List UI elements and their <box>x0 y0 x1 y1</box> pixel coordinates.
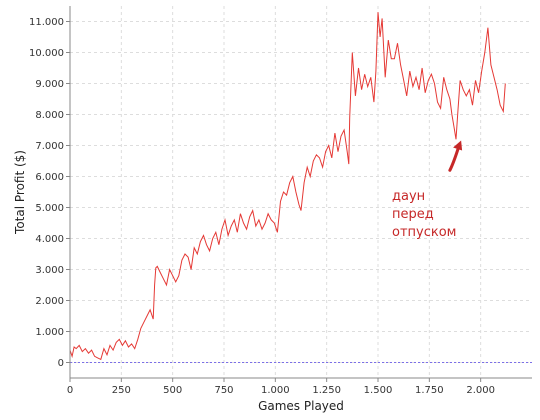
y-tick-label: 7.000 <box>35 141 64 152</box>
x-tick-label: 0 <box>67 385 73 396</box>
x-tick-label: 1.000 <box>261 385 290 396</box>
x-axis-ticks: 0 250 500 750 1.000 1.250 1.500 1.750 2.000 <box>67 378 495 396</box>
y-tick-label: 8.000 <box>35 110 64 121</box>
y-tick-label: 9.000 <box>35 79 64 90</box>
y-axis-ticks: 0 1.000 2.000 3.000 4.000 5.000 6.000 7.000 8.00… <box>29 17 70 369</box>
x-tick-label: 2.000 <box>466 385 495 396</box>
y-tick-label: 11.000 <box>29 17 64 28</box>
x-tick-label: 500 <box>163 385 182 396</box>
grid-lines <box>69 6 532 378</box>
annotation-arrowhead-icon <box>453 140 463 151</box>
y-tick-label: 0 <box>58 358 64 369</box>
x-tick-label: 250 <box>112 385 131 396</box>
annotation-line-2: перед <box>392 207 434 222</box>
y-tick-label: 5.000 <box>35 203 64 214</box>
y-axis-title: Total Profit ($) <box>13 150 27 235</box>
y-tick-label: 1.000 <box>35 327 64 338</box>
x-tick-label: 750 <box>214 385 233 396</box>
series-line-total-profit <box>69 12 506 361</box>
y-tick-label: 4.000 <box>35 234 64 245</box>
x-tick-label: 1.750 <box>415 385 444 396</box>
annotation-line-1: даун <box>392 189 425 204</box>
y-tick-label: 3.000 <box>35 265 64 276</box>
annotation: даун перед отпуском <box>392 140 463 240</box>
plot-background <box>70 6 532 378</box>
x-axis-title: Games Played <box>258 399 344 413</box>
x-tick-label: 1.250 <box>312 385 341 396</box>
y-tick-label: 10.000 <box>29 48 64 59</box>
x-tick-label: 1.500 <box>364 385 393 396</box>
annotation-line-3: отпуском <box>392 225 456 240</box>
y-tick-label: 2.000 <box>35 296 64 307</box>
y-tick-label: 6.000 <box>35 172 64 183</box>
